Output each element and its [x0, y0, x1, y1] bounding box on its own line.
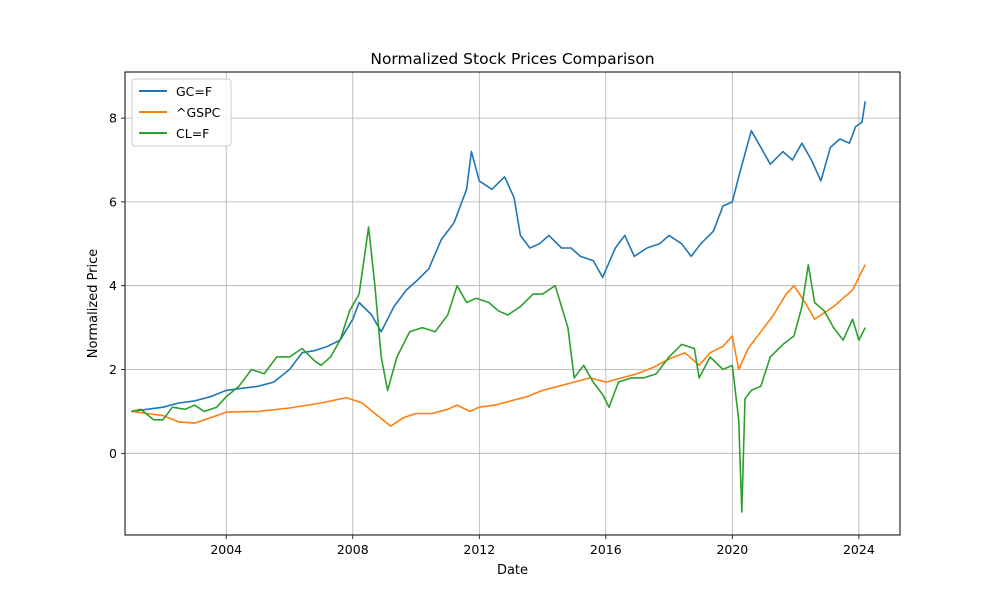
- x-tick-label: 2004: [210, 542, 242, 557]
- x-tick-label: 2024: [843, 542, 875, 557]
- series-line-gcf: [131, 101, 866, 413]
- y-tick-label: 4: [109, 278, 117, 293]
- y-tick-label: 6: [109, 194, 117, 209]
- series-line-gspc: [131, 264, 866, 427]
- x-axis-label: Date: [497, 563, 528, 578]
- y-tick-label: 0: [109, 446, 117, 461]
- x-tick-label: 2020: [716, 542, 748, 557]
- legend-box: [131, 78, 232, 147]
- x-tick-label: 2016: [590, 542, 622, 557]
- legend: GC=F ^GSPC CL=F: [131, 78, 232, 147]
- plot-frame: [124, 71, 901, 536]
- y-tick-label: 2: [109, 362, 117, 377]
- grid-lines: [125, 72, 900, 535]
- legend-label-gc: GC=F: [176, 84, 212, 99]
- chart-title: Normalized Stock Prices Comparison: [370, 50, 654, 68]
- series-line-clf: [131, 226, 866, 513]
- y-tick-label: 8: [109, 111, 117, 126]
- x-tick-label: 2012: [463, 542, 495, 557]
- x-tick-label: 2008: [337, 542, 369, 557]
- x-axis-ticks: 2004 2008 2012 2016 2020 2024: [210, 535, 875, 557]
- y-axis-label: Normalized Price: [86, 249, 101, 359]
- y-axis-ticks: 0 2 4 6 8: [109, 111, 125, 461]
- legend-label-cl: CL=F: [176, 126, 209, 141]
- legend-label-gspc: ^GSPC: [176, 105, 221, 120]
- series-lines: [131, 101, 866, 513]
